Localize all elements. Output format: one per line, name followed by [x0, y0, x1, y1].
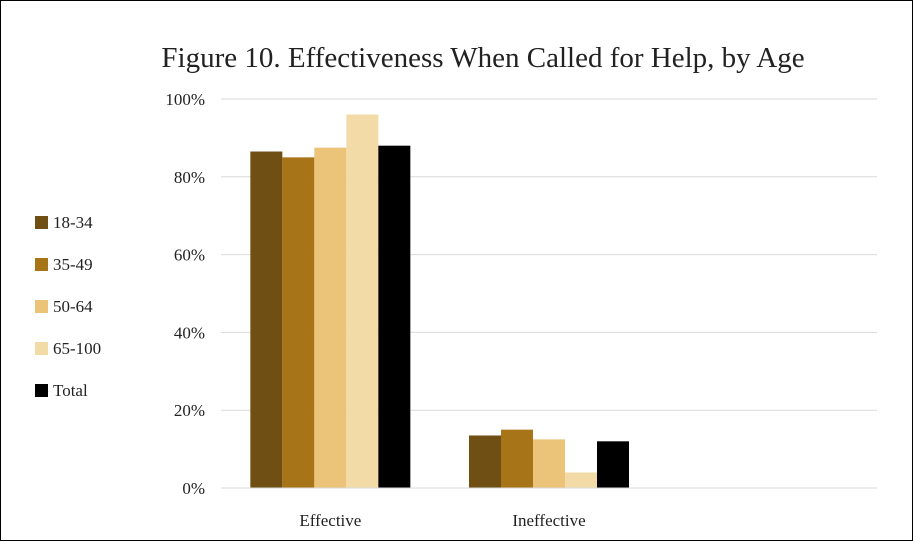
bars: [250, 114, 629, 488]
y-axis-ticks: 0% 20% 40% 60% 80% 100%: [165, 90, 205, 498]
legend-swatch: [35, 258, 48, 271]
bar-18-34-effective: [250, 151, 283, 488]
x-axis-labels: Effective Ineffective: [299, 511, 585, 530]
legend-swatch: [35, 342, 48, 355]
legend: 18-34 35-49 50-64 65-100 Total: [35, 213, 101, 400]
bar-18-34-ineffective: [469, 435, 501, 488]
y-tick-label: 40%: [174, 323, 205, 342]
x-category-label: Effective: [299, 511, 361, 530]
bar-65-100-effective: [346, 114, 379, 488]
y-tick-label: 0%: [182, 479, 205, 498]
y-tick-label: 60%: [174, 246, 205, 265]
bar-65-100-ineffective: [565, 472, 597, 488]
bar-total-ineffective: [597, 441, 629, 488]
legend-label: 18-34: [53, 213, 93, 232]
legend-label: 35-49: [53, 255, 93, 274]
y-tick-label: 100%: [165, 90, 205, 109]
bar-35-49-effective: [282, 157, 315, 488]
bar-50-64-effective: [314, 147, 347, 488]
y-tick-label: 20%: [174, 401, 205, 420]
bar-total-effective: [378, 145, 411, 488]
legend-swatch: [35, 216, 48, 229]
y-tick-label: 80%: [174, 168, 205, 187]
bar-35-49-ineffective: [501, 429, 533, 488]
chart-title: Figure 10. Effectiveness When Called for…: [161, 42, 804, 74]
bar-50-64-ineffective: [533, 439, 565, 488]
legend-swatch: [35, 384, 48, 397]
legend-label: 65-100: [53, 339, 101, 358]
x-category-label: Ineffective: [512, 511, 585, 530]
legend-label: 50-64: [53, 297, 93, 316]
legend-label: Total: [53, 381, 88, 400]
legend-swatch: [35, 300, 48, 313]
